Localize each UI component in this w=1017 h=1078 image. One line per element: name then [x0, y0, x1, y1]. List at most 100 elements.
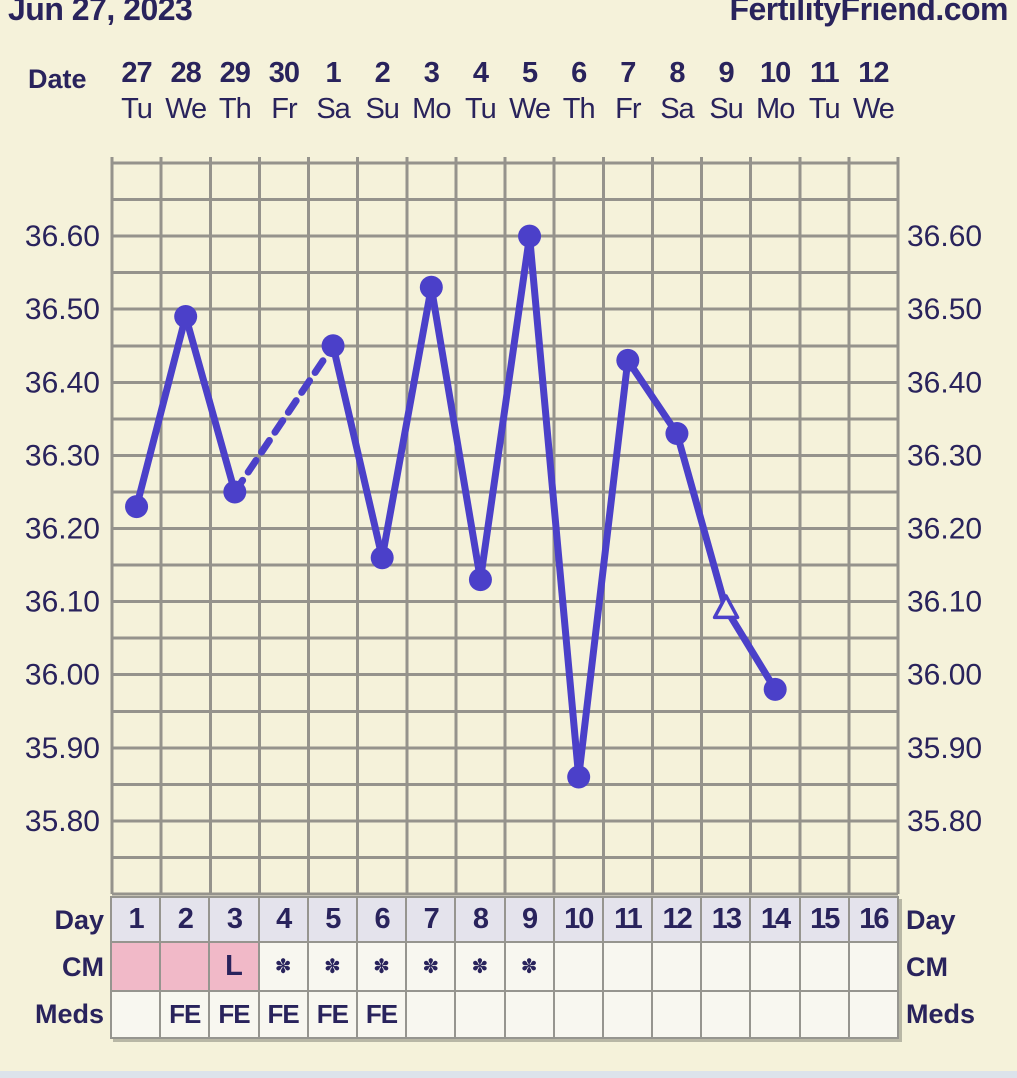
y-axis-label-right: 36.10: [907, 586, 982, 619]
day-cell: 2: [161, 898, 209, 941]
temp-line-segment-dashed: [231, 342, 337, 496]
day-cell: 13: [702, 898, 750, 941]
temp-point: [616, 348, 640, 372]
date-cell: 1: [325, 56, 341, 89]
weekday-cell: Tu: [121, 92, 153, 125]
day-cell: 5: [308, 898, 356, 941]
temp-line-segment: [378, 283, 435, 562]
cycle-data-table: 1 2 3 4 5 6 7 8 9 10 11 12 13 14 15 16 L ✽ ✽ ✽ ✽ ✽ ✽ FE FE FE FE FE: [110, 896, 899, 1039]
weekday-cell: Fr: [271, 92, 297, 125]
temp-line-segment: [182, 313, 239, 496]
chart-date-title: Jun 27, 2023: [8, 0, 193, 27]
weekday-cell: Mo: [756, 92, 795, 125]
weekday-cell: Sa: [316, 92, 350, 125]
date-cell: 2: [374, 56, 391, 89]
date-cell: 11: [809, 56, 840, 89]
cm-cell: [702, 943, 750, 990]
temp-line-segment: [427, 283, 484, 584]
day-cell: 12: [653, 898, 701, 941]
day-row-label-right: Day: [906, 905, 956, 935]
temp-line-segment: [133, 313, 190, 511]
cm-cell: ✽: [259, 943, 307, 990]
meds-cell: [800, 992, 848, 1037]
cm-cell: ✽: [407, 943, 455, 990]
y-axis-label-left: 36.60: [25, 220, 100, 253]
temp-line-segment: [722, 605, 779, 693]
cm-cell: ✽: [357, 943, 406, 990]
y-axis-label-right: 36.20: [907, 513, 982, 546]
meds-cell: [751, 992, 799, 1037]
y-axis-label-right: 35.80: [907, 805, 982, 838]
cm-cell: ✽: [308, 943, 356, 990]
meds-cell: [702, 992, 750, 1037]
cm-cell: [751, 943, 799, 990]
date-cell: 4: [472, 56, 489, 89]
cm-cell: ✽: [505, 943, 553, 990]
y-axis-label-right: 36.40: [907, 366, 982, 399]
cm-cell: [653, 943, 701, 990]
day-cell: 11: [603, 898, 652, 941]
day-cell: 16: [849, 898, 897, 941]
y-axis-label-left: 36.30: [25, 439, 100, 472]
cm-cell: [849, 943, 897, 990]
date-header-row: 27 28 29 30 1 2 3 4 5 6 7 8 9 10 11 12: [112, 56, 898, 90]
y-axis-label-left: 35.90: [25, 732, 100, 765]
fertilityfriend-brand-link[interactable]: FertilityFriend.com: [729, 0, 1008, 27]
temp-line-segment: [476, 232, 534, 584]
temp-point: [567, 765, 591, 789]
cm-cell: [603, 943, 652, 990]
weekday-cell: Su: [709, 92, 743, 125]
cm-cell: [112, 943, 160, 990]
y-axis-label-right: 36.50: [907, 293, 982, 326]
weekday-cell: Tu: [808, 92, 841, 125]
cm-cell: [161, 943, 209, 990]
temp-line-segment: [575, 356, 632, 781]
date-cell: 9: [718, 56, 734, 89]
cm-cell: [554, 943, 602, 990]
cm-cell: [800, 943, 848, 990]
meds-cell: FE: [308, 992, 356, 1037]
date-cell: 7: [620, 56, 636, 89]
y-axis-label-left: 36.10: [25, 586, 100, 619]
cm-row-label-right: CM: [906, 952, 948, 982]
date-cell: 3: [423, 56, 440, 89]
y-axis-label-left: 36.40: [25, 366, 100, 399]
temp-point: [125, 495, 149, 519]
day-cell: 14: [751, 898, 799, 941]
date-cell: 12: [858, 56, 889, 89]
weekday-cell: Su: [365, 92, 399, 125]
y-axis-label-right: 36.60: [907, 220, 982, 253]
day-cell: 7: [407, 898, 455, 941]
temp-point-open-triangle: [712, 594, 740, 620]
temp-line-segment: [673, 429, 730, 613]
y-axis-label-right: 36.30: [907, 439, 982, 472]
y-axis-label-left: 35.80: [25, 805, 100, 838]
meds-cell: [456, 992, 504, 1037]
weekday-header-row: Tu We Th Fr Sa Su Mo Tu We Th Fr Sa Su Mo Tu We: [112, 92, 898, 126]
meds-cell: [112, 992, 160, 1037]
day-cell: 1: [112, 898, 160, 941]
meds-cell: FE: [259, 992, 307, 1037]
cm-cell: ✽: [456, 943, 504, 990]
meds-cell: [603, 992, 652, 1037]
weekday-cell: Th: [562, 92, 596, 125]
weekday-cell: We: [852, 92, 895, 125]
meds-row-label-left: Meds: [34, 999, 104, 1029]
temp-point: [223, 480, 247, 504]
meds-cell: [554, 992, 602, 1037]
meds-cell: FE: [210, 992, 258, 1037]
temp-point: [174, 305, 198, 329]
cm-row-label-left: CM: [62, 952, 104, 982]
day-cell: 8: [456, 898, 504, 941]
temp-point: [518, 224, 542, 248]
y-axis-label-left: 36.50: [25, 293, 100, 326]
day-cell: 9: [505, 898, 553, 941]
meds-cell: [505, 992, 553, 1037]
temp-line-segment: [526, 232, 583, 781]
date-cell: 29: [219, 56, 251, 89]
meds-row-label-right: Meds: [906, 999, 976, 1029]
y-axis-label-left: 36.20: [25, 513, 100, 546]
temp-point: [370, 546, 394, 570]
date-cell: 8: [669, 56, 685, 89]
meds-cell: [653, 992, 701, 1037]
